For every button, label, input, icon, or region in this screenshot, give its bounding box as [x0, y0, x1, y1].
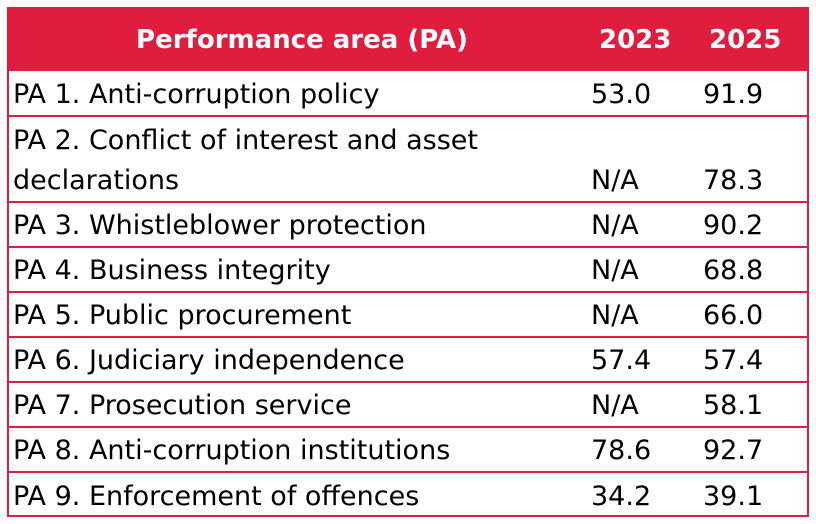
header-performance-area: Performance area (PA) [136, 25, 468, 55]
value-2025: 58.1 [697, 381, 807, 427]
value-2023: N/A [585, 291, 697, 337]
value-2023: 57.4 [585, 336, 697, 382]
table-row: PA 1. Anti-corruption policy 53.0 91.9 [9, 71, 807, 116]
row-label: PA 3. Whistleblower protection [9, 201, 585, 247]
row-label: PA 8. Anti-corruption institutions [9, 426, 585, 472]
row-label: PA 7. Prosecution service [9, 381, 585, 427]
value-2025: 57.4 [697, 336, 807, 382]
value-2025: 68.8 [697, 246, 807, 292]
value-2025: 90.2 [697, 201, 807, 247]
header-2023: 2023 [599, 25, 672, 55]
table-row: PA 5. Public procurement N/A 66.0 [9, 291, 807, 337]
value-2025: 92.7 [697, 426, 807, 472]
value-2025: 39.1 [697, 471, 807, 517]
value-2023: 53.0 [591, 79, 652, 110]
value-2023: N/A [585, 246, 697, 292]
value-2023: N/A [585, 201, 697, 247]
row-label: PA 2. Conflict of interest and asset decl… [9, 115, 585, 202]
value-2023: 34.2 [585, 471, 697, 517]
performance-table: Performance area (PA) 2023 2025 PA 1. An… [9, 9, 807, 517]
performance-table-frame: Performance area (PA) 2023 2025 PA 1. An… [7, 7, 809, 517]
row-label-line-1: PA 2. Conflict of interest and asset [13, 125, 478, 156]
table-header-row: Performance area (PA) 2023 2025 [9, 9, 807, 71]
table-row: PA 6. Judiciary independence 57.4 57.4 [9, 336, 807, 382]
table-row: PA 3. Whistleblower protection N/A 90.2 [9, 201, 807, 247]
row-label: PA 6. Judiciary independence [9, 336, 585, 382]
value-2025: 78.3 [697, 115, 807, 202]
value-2023: N/A [585, 115, 697, 202]
header-2025: 2025 [709, 25, 782, 55]
value-2023: N/A [585, 381, 697, 427]
table-row: PA 9. Enforcement of offences 34.2 39.1 [9, 471, 807, 517]
row-label: PA 1. Anti-corruption policy [13, 79, 380, 110]
row-label: PA 5. Public procurement [9, 291, 585, 337]
value-2025: 91.9 [703, 79, 764, 110]
row-label: PA 9. Enforcement of offences [9, 471, 585, 517]
table-row: PA 4. Business integrity N/A 68.8 [9, 246, 807, 292]
table-row: PA 8. Anti-corruption institutions 78.6 … [9, 426, 807, 472]
value-2023: 78.6 [585, 426, 697, 472]
row-label: PA 4. Business integrity [9, 246, 585, 292]
table-row: PA 2. Conflict of interest and asset decl… [9, 115, 807, 202]
value-2025: 66.0 [697, 291, 807, 337]
row-label-line-2: declarations [13, 165, 180, 196]
table-row: PA 7. Prosecution service N/A 58.1 [9, 381, 807, 427]
